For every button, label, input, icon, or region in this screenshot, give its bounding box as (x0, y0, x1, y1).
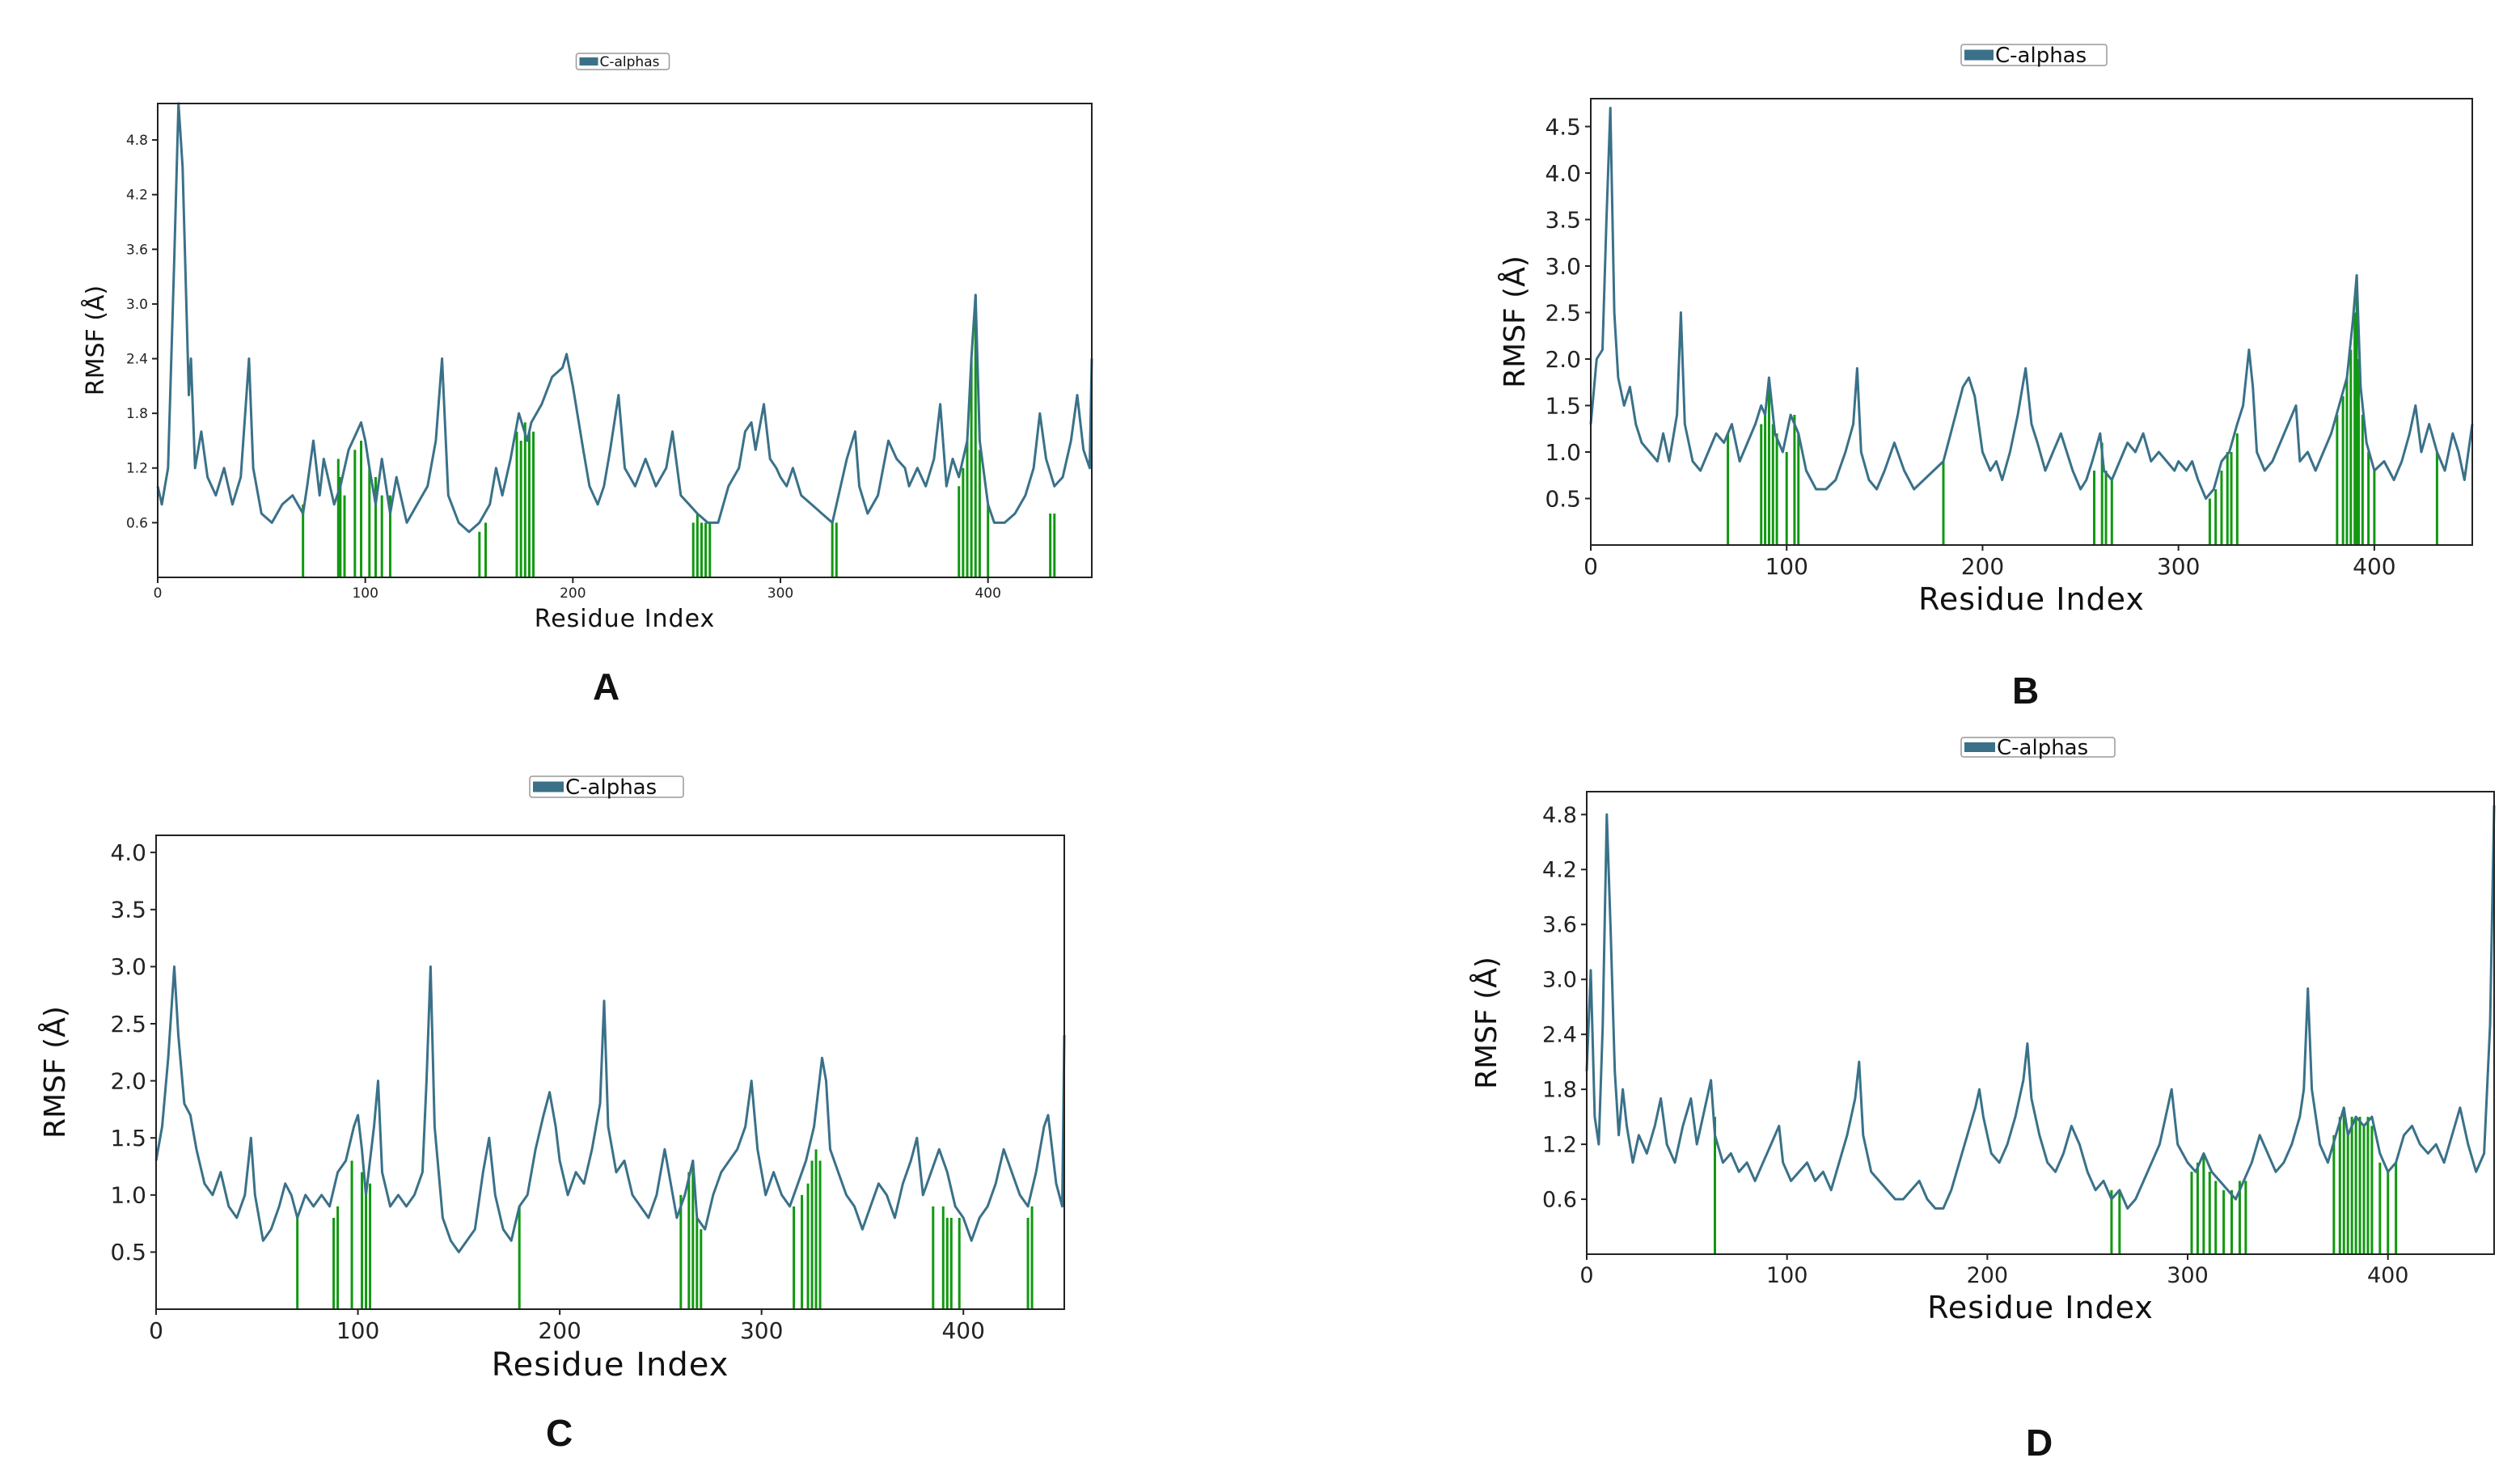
x-tick-label: 200 (560, 585, 586, 602)
rmsf-series-line (1589, 107, 2474, 500)
x-axis-label: Residue Index (535, 605, 716, 633)
x-tick-label: 0 (1583, 553, 1598, 580)
x-tick-label: 300 (767, 585, 793, 602)
x-tick-label: 400 (975, 585, 1000, 602)
y-tick-label: 1.2 (126, 461, 148, 477)
x-tick-label: 0 (154, 585, 163, 602)
y-tick-label: 0.5 (1545, 485, 1581, 512)
legend-swatch (1964, 742, 1995, 752)
x-tick-label: 0 (149, 1317, 163, 1344)
rmsf-series-line (154, 965, 1066, 1253)
y-tick-label: 1.8 (1542, 1078, 1577, 1103)
panel-label-a: A (593, 666, 620, 708)
y-tick-label: 1.0 (110, 1182, 146, 1209)
y-tick-label: 3.6 (1542, 913, 1577, 938)
x-tick-label: 400 (2367, 1263, 2409, 1288)
y-tick-label: 4.8 (1542, 803, 1577, 828)
y-tick-label: 4.0 (1545, 160, 1581, 187)
plot-frame (1586, 791, 2495, 1255)
panel-label-c: C (546, 1412, 573, 1454)
x-tick-label: 100 (1766, 1263, 1808, 1288)
panel-a-chart: 0 100 200 300 400 0.6 1.2 1.8 2.4 3.0 3.6 4.2 4.8 Res… (81, 53, 1093, 633)
y-tick-label: 4.5 (1545, 113, 1581, 140)
legend-swatch (1964, 49, 1994, 61)
y-tick-label: 0.5 (110, 1239, 146, 1266)
x-tick-label: 100 (352, 585, 378, 602)
x-axis-label: Residue Index (492, 1346, 729, 1384)
x-tick-label: 0 (1579, 1263, 1593, 1288)
y-tick-label: 1.5 (110, 1125, 146, 1152)
y-tick-label: 0.6 (126, 515, 148, 531)
x-tick-label: 400 (941, 1317, 984, 1344)
y-tick-label: 3.5 (110, 897, 146, 923)
legend-label: C-alphas (1995, 44, 2087, 68)
panel-b-chart: 0 100 200 300 400 0.5 1.0 1.5 2.0 2.5 3.0 3.5 4.0 4.5… (1497, 44, 2474, 617)
y-tick-label: 2.5 (110, 1011, 146, 1037)
x-tick-label: 200 (538, 1317, 581, 1344)
y-tick-label: 0.6 (1542, 1187, 1577, 1212)
y-tick-label: 2.0 (1545, 346, 1581, 373)
x-tick-label: 300 (2167, 1263, 2209, 1288)
y-axis-label: RMSF (Å) (1497, 256, 1532, 388)
x-axis-label: Residue Index (1918, 581, 2145, 617)
y-tick-label: 1.5 (1545, 392, 1581, 419)
y-tick-label: 3.5 (1545, 206, 1581, 233)
x-tick-label: 100 (336, 1317, 379, 1344)
y-tick-label: 3.0 (1545, 253, 1581, 280)
y-tick-label: 2.0 (110, 1067, 146, 1094)
panel-label-b: B (2012, 670, 2040, 712)
x-tick-label: 300 (740, 1317, 783, 1344)
rmsf-series-line (156, 102, 1093, 534)
y-axis-label: RMSF (Å) (37, 1006, 72, 1139)
panel-c-chart: 0 100 200 300 400 0.5 1.0 1.5 2.0 2.5 3.0 3.5 4.0 Res… (37, 775, 1066, 1384)
y-tick-label: 4.2 (1542, 858, 1577, 883)
y-tick-label: 2.5 (1545, 299, 1581, 326)
y-tick-label: 1.8 (126, 406, 148, 422)
y-tick-label: 4.2 (126, 188, 148, 204)
y-tick-label: 1.2 (1542, 1133, 1577, 1158)
legend-box (1960, 737, 2116, 758)
y-tick-label: 1.0 (1545, 439, 1581, 466)
plot-frame (1590, 98, 2473, 546)
plot-frame (155, 835, 1065, 1310)
legend-label: C-alphas (565, 775, 657, 800)
y-tick-label: 2.4 (126, 351, 148, 367)
x-tick-label: 300 (2157, 553, 2200, 580)
x-tick-label: 100 (1765, 553, 1808, 580)
x-tick-label: 400 (2353, 553, 2395, 580)
legend-swatch (533, 781, 564, 792)
panel-label-d: D (2026, 1422, 2053, 1464)
x-tick-label: 200 (1967, 1263, 2009, 1288)
legend-box (529, 775, 684, 798)
plot-frame (157, 103, 1093, 578)
legend-label: C-alphas (600, 54, 660, 70)
y-tick-label: 4.0 (110, 839, 146, 866)
y-tick-label: 4.8 (126, 133, 148, 149)
legend-label: C-alphas (1997, 736, 2088, 760)
y-tick-label: 2.4 (1542, 1023, 1577, 1048)
y-tick-label: 3.0 (110, 953, 146, 980)
y-axis-label: RMSF (Å) (81, 285, 110, 396)
x-tick-label: 200 (1961, 553, 2004, 580)
x-axis-label: Residue Index (1927, 1290, 2154, 1325)
legend-swatch (579, 57, 598, 65)
y-tick-label: 3.0 (1542, 968, 1577, 993)
y-axis-label: RMSF (Å) (1469, 957, 1503, 1089)
y-tick-label: 3.6 (126, 242, 148, 258)
panel-d-chart: 0 100 200 300 400 0.6 1.2 1.8 2.4 3.0 3.6 4.2 4.8 Res… (1469, 736, 2496, 1325)
legend-box (1960, 44, 2108, 66)
legend-box (575, 53, 670, 70)
y-tick-label: 3.0 (126, 297, 148, 313)
rmsf-series-line (1585, 805, 2496, 1210)
